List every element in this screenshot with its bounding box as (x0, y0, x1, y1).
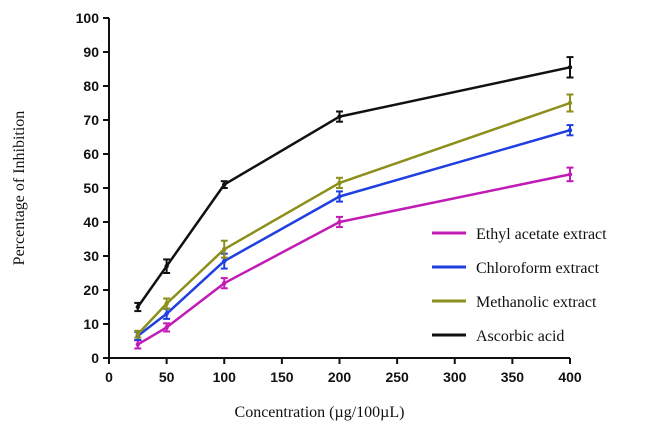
y-tick-label: 10 (83, 316, 99, 332)
y-tick-label: 40 (83, 214, 99, 230)
x-tick-label: 350 (501, 369, 525, 385)
x-tick-label: 0 (105, 369, 113, 385)
data-point (164, 264, 169, 269)
series-ethyl-acetate-extract (134, 166, 574, 350)
legend-item: Chloroform extract (432, 260, 600, 277)
y-tick-label: 80 (83, 78, 99, 94)
x-axis-title: Concentration (µg/100µL) (235, 404, 405, 421)
y-ticks: 0 10 20 30 40 50 60 70 80 90 100 (76, 10, 109, 366)
legend-label: Chloroform extract (476, 260, 600, 277)
legend-label: Methanolic extract (476, 294, 597, 311)
data-point (567, 65, 573, 70)
data-point (567, 128, 573, 133)
legend-label: Ethyl acetate extract (476, 226, 607, 243)
data-point (567, 172, 573, 177)
x-tick-label: 300 (443, 369, 467, 385)
data-point (135, 304, 141, 310)
y-tick-label: 50 (83, 180, 99, 196)
data-point (337, 219, 342, 225)
y-tick-label: 30 (83, 248, 99, 264)
series-methanolic-extract (134, 93, 574, 339)
legend: Ethyl acetate extract Chloroform extract M… (432, 226, 607, 345)
data-point (337, 194, 342, 199)
data-point (337, 114, 342, 119)
data-point (222, 247, 227, 252)
data-point (337, 180, 342, 186)
x-tick-label: 50 (159, 369, 175, 385)
legend-label: Ascorbic acid (476, 328, 564, 345)
x-ticks: 0 50 100 150 200 250 300 350 400 (105, 358, 582, 385)
series-group (134, 56, 574, 350)
x-tick-label: 400 (558, 369, 582, 385)
series-ascorbic-acid (134, 56, 574, 313)
data-point (222, 281, 227, 286)
x-tick-label: 200 (328, 369, 352, 385)
data-point (135, 332, 141, 337)
data-point (567, 100, 573, 106)
y-tick-label: 0 (91, 350, 99, 366)
legend-item: Ethyl acetate extract (432, 226, 607, 243)
x-tick-label: 250 (385, 369, 409, 385)
data-point (135, 342, 141, 347)
y-tick-label: 70 (83, 112, 99, 128)
y-tick-label: 90 (83, 44, 99, 60)
data-point (222, 182, 227, 187)
y-axis-title: Percentage of Inhibition (11, 111, 28, 266)
x-tick-label: 100 (213, 369, 237, 385)
y-tick-label: 60 (83, 146, 99, 162)
data-point (164, 311, 169, 316)
y-tick-label: 20 (83, 282, 99, 298)
x-tick-label: 150 (270, 369, 294, 385)
legend-item: Methanolic extract (432, 294, 597, 311)
data-point (164, 301, 169, 306)
data-point (222, 258, 227, 264)
y-tick-label: 100 (76, 10, 100, 26)
legend-item: Ascorbic acid (432, 328, 564, 345)
data-point (164, 325, 169, 330)
